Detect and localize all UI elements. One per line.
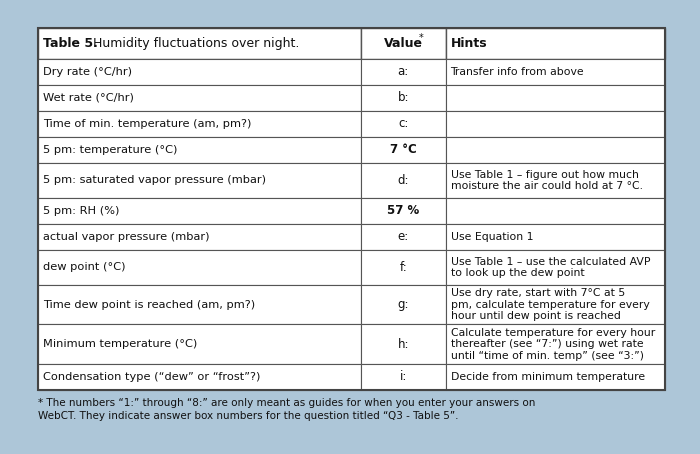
Bar [361,364,446,390]
Text: Transfer info from above: Transfer info from above [451,67,584,77]
Text: b:: b: [398,91,409,104]
Bar [361,85,446,111]
Bar [446,85,665,111]
Bar [446,59,665,85]
Bar [446,163,665,198]
Bar [446,224,665,250]
Text: Use Table 1 – figure out how much
moisture the air could hold at 7 °C.: Use Table 1 – figure out how much moistu… [451,170,643,191]
Text: a:: a: [398,65,409,78]
Text: Use Equation 1: Use Equation 1 [451,232,533,242]
Bar [38,250,361,285]
Bar [361,198,446,224]
Bar [361,285,446,325]
Bar [38,364,361,390]
Bar [446,325,665,364]
Text: 5 pm: saturated vapor pressure (mbar): 5 pm: saturated vapor pressure (mbar) [43,175,266,185]
Text: 5 pm: RH (%): 5 pm: RH (%) [43,206,120,216]
Text: Time of min. temperature (am, pm?): Time of min. temperature (am, pm?) [43,119,251,129]
Bar [361,111,446,137]
Text: i:: i: [400,370,407,384]
Bar [38,285,361,325]
Bar [38,163,361,198]
Text: Hints: Hints [451,37,487,50]
Bar [38,224,361,250]
Text: e:: e: [398,231,409,243]
Text: actual vapor pressure (mbar): actual vapor pressure (mbar) [43,232,209,242]
Bar [38,28,665,390]
Bar [38,325,361,364]
Text: f:: f: [400,261,407,274]
Text: Condensation type (“dew” or “frost”?): Condensation type (“dew” or “frost”?) [43,372,260,382]
Text: Time dew point is reached (am, pm?): Time dew point is reached (am, pm?) [43,300,255,310]
Bar [361,224,446,250]
Text: * The numbers “1:” through “8:” are only meant as guides for when you enter your: * The numbers “1:” through “8:” are only… [38,398,536,408]
Text: WebCT. They indicate answer box numbers for the question titled “Q3 - Table 5”.: WebCT. They indicate answer box numbers … [38,411,458,421]
Text: Use dry rate, start with 7°C at 5
pm, calculate temperature for every
hour until: Use dry rate, start with 7°C at 5 pm, ca… [451,288,650,321]
Bar [361,163,446,198]
Bar [38,85,361,111]
Text: g:: g: [398,298,409,311]
Text: Use Table 1 – use the calculated AVP
to look up the dew point: Use Table 1 – use the calculated AVP to … [451,257,650,278]
Text: Dry rate (°C/hr): Dry rate (°C/hr) [43,67,132,77]
Bar [446,198,665,224]
Text: Value: Value [384,37,423,50]
Text: Minimum temperature (°C): Minimum temperature (°C) [43,339,197,349]
Text: Decide from minimum temperature: Decide from minimum temperature [451,372,645,382]
Text: Wet rate (°C/hr): Wet rate (°C/hr) [43,93,134,103]
Text: Calculate temperature for every hour
thereafter (see “7:”) using wet rate
until : Calculate temperature for every hour the… [451,328,654,361]
Bar [446,137,665,163]
Bar [361,59,446,85]
Text: 7 °C: 7 °C [390,143,416,157]
Bar [446,285,665,325]
Text: d:: d: [398,174,409,187]
Bar [361,28,446,59]
Text: dew point (°C): dew point (°C) [43,262,125,272]
Bar [38,28,361,59]
Text: 57 %: 57 % [387,204,419,217]
Bar [446,364,665,390]
Text: Humidity fluctuations over night.: Humidity fluctuations over night. [89,37,300,50]
Text: 5 pm: temperature (°C): 5 pm: temperature (°C) [43,145,177,155]
Bar [38,111,361,137]
Bar [361,137,446,163]
Bar [38,137,361,163]
Bar [38,198,361,224]
Text: c:: c: [398,118,408,130]
Bar [361,325,446,364]
Bar [38,59,361,85]
Text: Table 5.: Table 5. [43,37,98,50]
Text: *: * [419,33,424,43]
Bar [446,111,665,137]
Bar [361,250,446,285]
Bar [446,28,665,59]
Bar [446,250,665,285]
Text: h:: h: [398,338,409,350]
